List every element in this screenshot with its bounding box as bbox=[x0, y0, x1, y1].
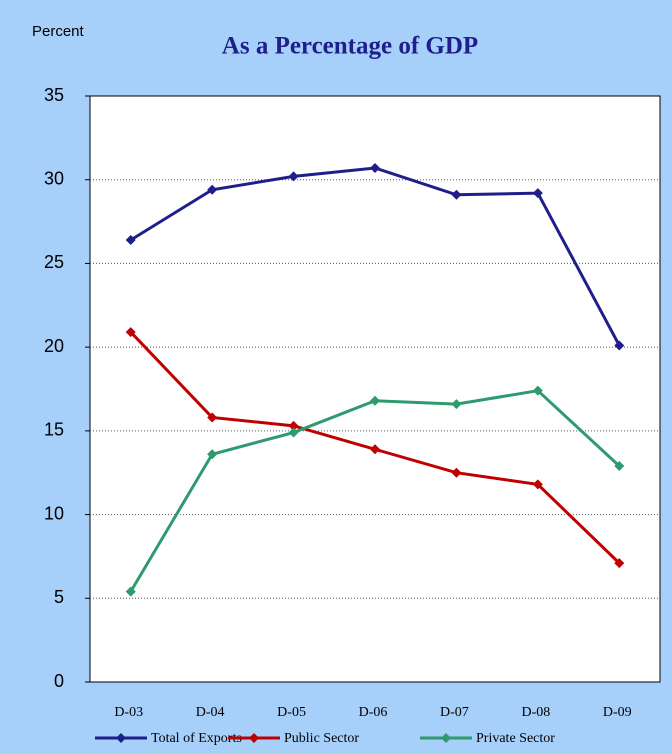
x-tick-label: D-09 bbox=[603, 705, 632, 720]
plot-area bbox=[89, 95, 661, 683]
y-tick-label: 15 bbox=[44, 420, 64, 440]
data-point bbox=[451, 399, 462, 410]
chart-title: As a Percentage of GDP bbox=[222, 33, 478, 60]
data-point bbox=[532, 479, 543, 490]
data-point bbox=[370, 395, 380, 406]
y-tick-label: 20 bbox=[44, 336, 64, 356]
data-point bbox=[125, 234, 136, 245]
data-point bbox=[532, 385, 543, 396]
legend-marker bbox=[116, 733, 126, 743]
data-point bbox=[370, 162, 380, 173]
legend-marker bbox=[249, 733, 259, 743]
x-tick-label: D-03 bbox=[114, 705, 143, 720]
legend-marker bbox=[441, 733, 451, 743]
y-tick-label: 30 bbox=[44, 168, 64, 188]
y-tick-label: 5 bbox=[54, 587, 64, 607]
data-point bbox=[288, 420, 299, 431]
data-point bbox=[532, 188, 543, 199]
x-tick-label: D-07 bbox=[440, 705, 469, 720]
data-point bbox=[614, 461, 625, 472]
y-tick-label: 0 bbox=[54, 671, 64, 691]
x-tick-label: D-05 bbox=[277, 705, 306, 720]
x-tick-label: D-08 bbox=[521, 705, 550, 720]
data-point bbox=[125, 586, 136, 597]
x-tick-label: D-06 bbox=[359, 705, 388, 720]
data-point bbox=[451, 467, 462, 478]
data-point bbox=[614, 340, 625, 351]
legend-label: Total of Exports bbox=[151, 731, 242, 746]
x-tick-label: D-04 bbox=[196, 705, 225, 720]
data-point bbox=[288, 171, 299, 182]
y-tick-label: 35 bbox=[44, 85, 64, 105]
data-point bbox=[207, 184, 218, 195]
y-tick-label: 25 bbox=[44, 252, 64, 272]
data-point bbox=[451, 189, 462, 200]
y-tick-label: 10 bbox=[44, 503, 64, 523]
legend-label: Private Sector bbox=[476, 731, 555, 746]
data-point bbox=[207, 449, 218, 460]
data-point bbox=[614, 558, 625, 569]
data-point bbox=[288, 427, 299, 438]
data-point bbox=[207, 412, 218, 423]
y-axis-label: Percent bbox=[32, 23, 85, 40]
data-point bbox=[125, 327, 136, 338]
legend-label: Public Sector bbox=[284, 731, 359, 746]
data-point bbox=[370, 444, 380, 455]
